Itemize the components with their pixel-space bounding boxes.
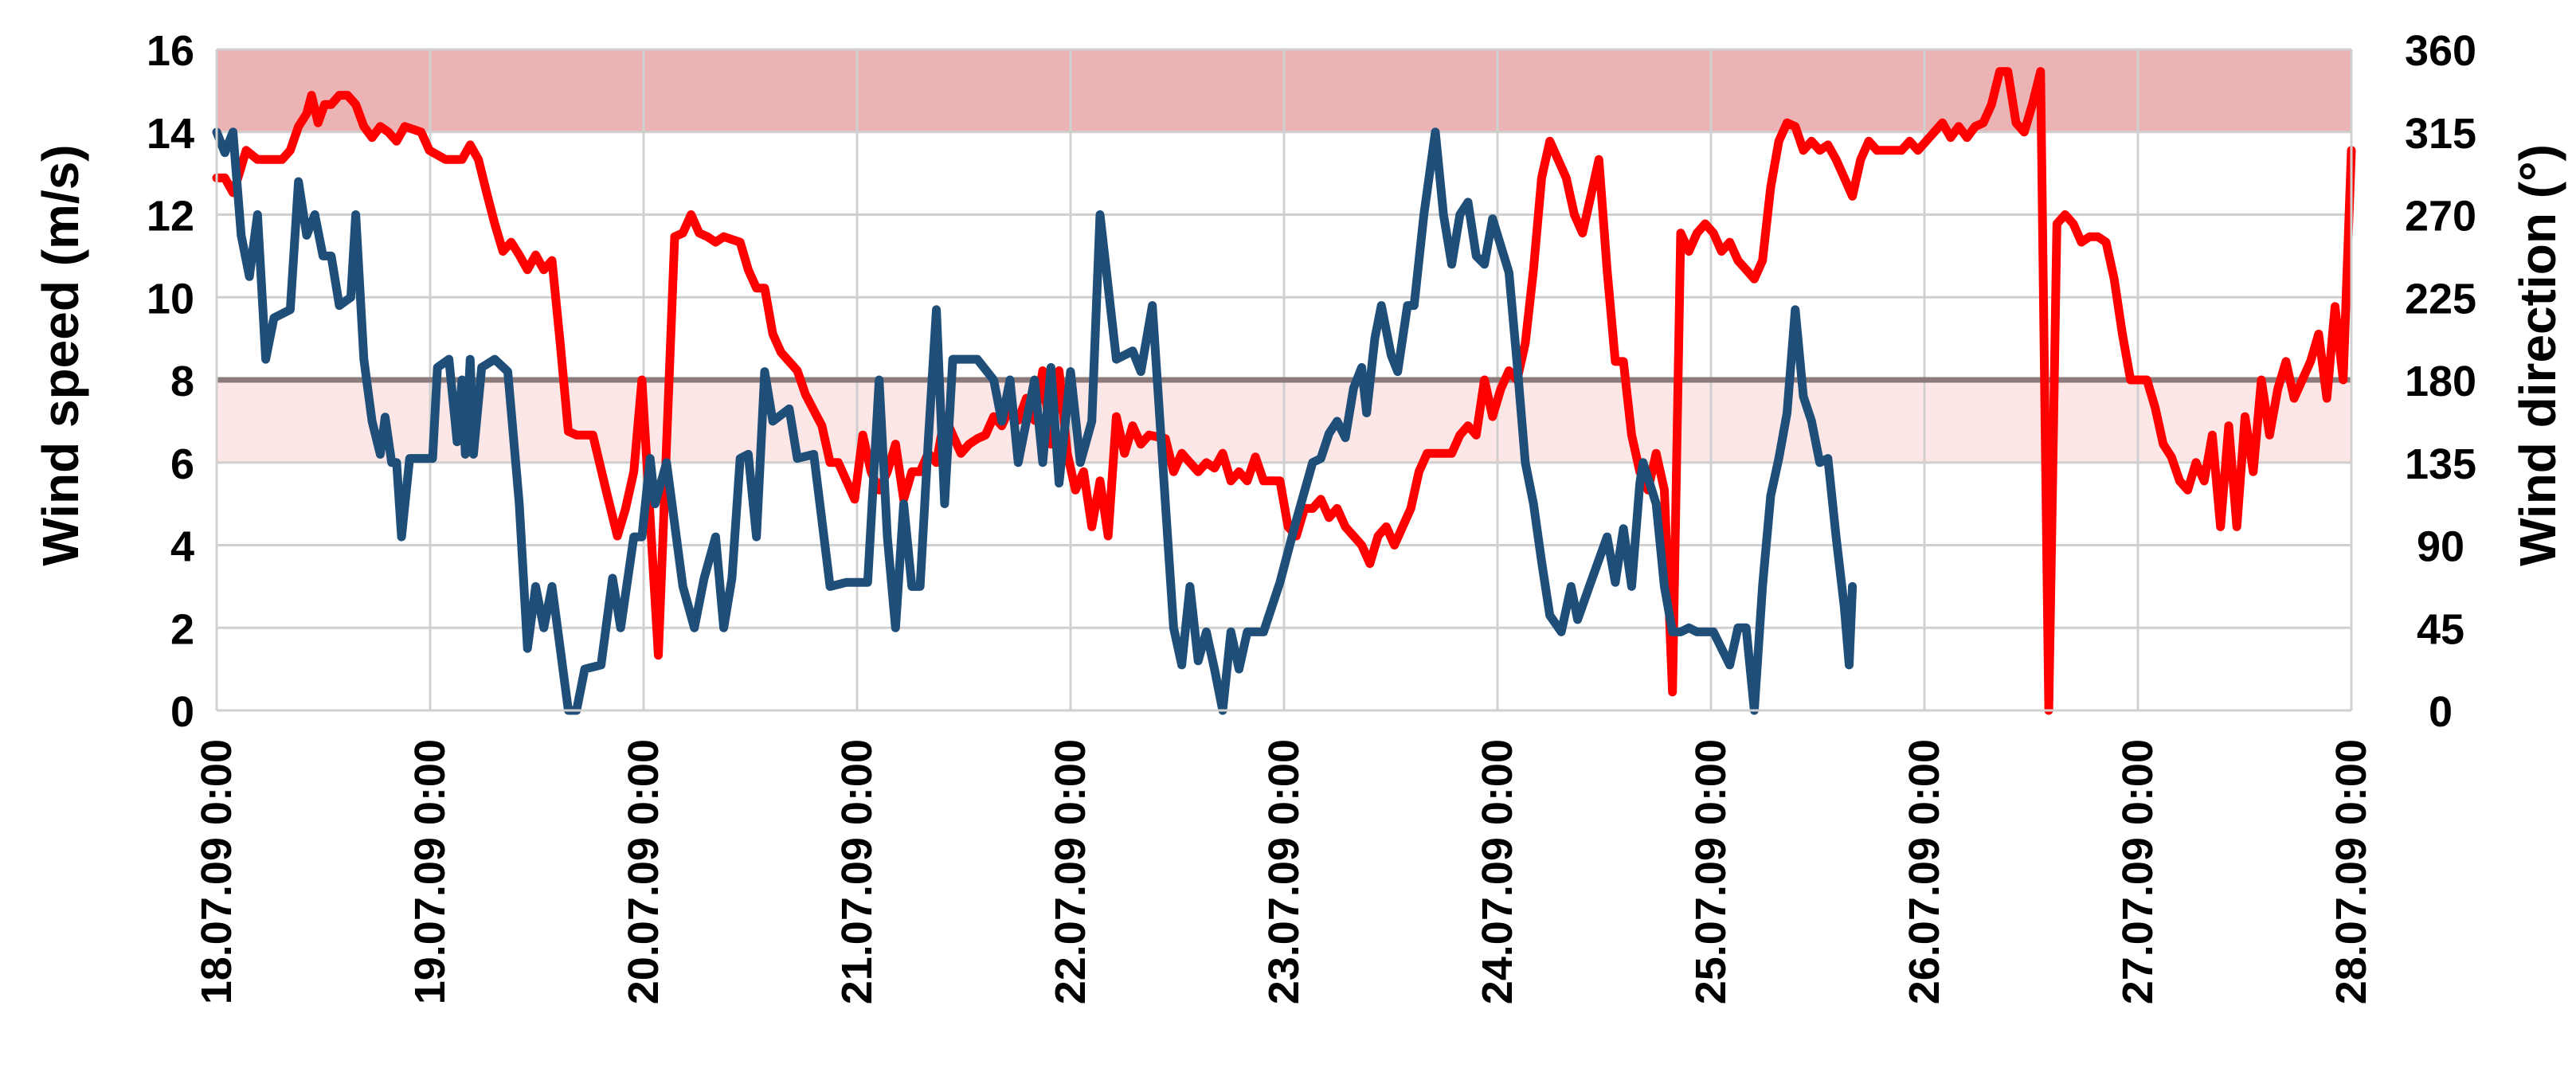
x-tick-label: 25.07.09 0:00 xyxy=(1687,739,1735,1004)
y-tick-label: 16 xyxy=(147,27,194,75)
y2-tick-label: 135 xyxy=(2405,440,2476,488)
x-tick-label: 23.07.09 0:00 xyxy=(1260,739,1308,1004)
y-tick-label: 2 xyxy=(170,605,194,653)
x-tick-label: 22.07.09 0:00 xyxy=(1047,739,1094,1004)
y-axis-title: Wind speed (m/s) xyxy=(32,144,89,565)
axes-group xyxy=(215,49,2353,712)
series-group xyxy=(212,67,2356,715)
y2-tick-label: 315 xyxy=(2405,110,2476,158)
y-tick-label: 12 xyxy=(147,193,194,241)
y2-tick-label: 270 xyxy=(2405,193,2476,241)
y-tick-label: 8 xyxy=(170,358,194,405)
y-tick-label: 10 xyxy=(147,275,194,323)
y-tick-label: 0 xyxy=(170,688,194,736)
y2-axis-title: Wind direction (°) xyxy=(2509,144,2566,566)
y-tick-label: 6 xyxy=(170,440,194,488)
y2-tick-label: 180 xyxy=(2405,358,2476,405)
y2-tick-label: 90 xyxy=(2417,523,2464,571)
x-tick-label: 20.07.09 0:00 xyxy=(620,739,667,1004)
wind-speed-line xyxy=(212,127,1858,715)
x-tick-label: 19.07.09 0:00 xyxy=(406,739,454,1004)
x-tick-label: 28.07.09 0:00 xyxy=(2327,739,2375,1004)
y-tick-label: 4 xyxy=(170,523,194,571)
x-tick-label: 26.07.09 0:00 xyxy=(1901,739,1948,1004)
x-tick-label: 27.07.09 0:00 xyxy=(2114,739,2162,1004)
y2-tick-label: 0 xyxy=(2429,688,2453,736)
y2-tick-label: 225 xyxy=(2405,275,2476,323)
y2-tick-label: 360 xyxy=(2405,27,2476,75)
y-left-ticks: 0 2 4 6 8 10 12 14 16 xyxy=(147,27,194,736)
x-ticks: 18.07.09 0:00 19.07.09 0:00 20.07.09 0:00 2… xyxy=(193,739,2375,1004)
x-tick-label: 24.07.09 0:00 xyxy=(1474,739,1521,1004)
y-right-ticks: 0 45 90 135 180 225 270 315 360 xyxy=(2405,27,2476,736)
y2-tick-label: 45 xyxy=(2417,605,2464,653)
y-tick-label: 14 xyxy=(147,110,194,158)
x-tick-label: 18.07.09 0:00 xyxy=(193,739,241,1004)
x-tick-label: 21.07.09 0:00 xyxy=(833,739,881,1004)
wind-direction-line xyxy=(212,67,2356,715)
